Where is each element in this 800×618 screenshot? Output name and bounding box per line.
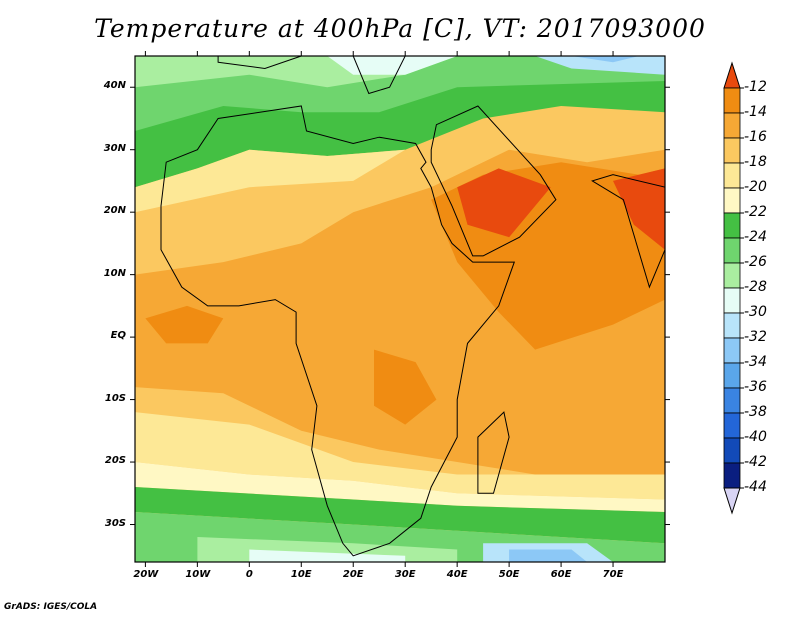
colorbar-label: -30: [744, 304, 767, 320]
colorbar-swatch: [723, 262, 741, 289]
coastline: [160, 105, 516, 557]
field-band: [135, 412, 665, 500]
field-band: [145, 305, 224, 344]
colorbar-swatch: [723, 412, 741, 439]
lat-label: 30S: [104, 517, 126, 529]
colorbar-swatch: [723, 287, 741, 314]
colorbar-label: -36: [744, 379, 767, 395]
lat-label: 20S: [104, 455, 126, 467]
lon-label: 40E: [446, 569, 468, 580]
colorbar-label: -34: [744, 354, 767, 370]
colorbar-label: -16: [744, 129, 767, 145]
field-band: [135, 462, 665, 512]
colorbar-label: -38: [744, 404, 767, 420]
field-band: [509, 549, 588, 562]
lon-label: 30E: [394, 569, 416, 580]
lon-label: 60E: [550, 569, 572, 580]
colorbar-swatch: [723, 112, 741, 139]
colorbar-label: -26: [744, 254, 767, 270]
lat-label: 20N: [103, 205, 126, 217]
colorbar-swatch: [723, 212, 741, 239]
field-band: [374, 349, 437, 425]
field-band: [457, 168, 551, 238]
colorbar-swatch: [723, 462, 741, 489]
temperature-field: [135, 56, 665, 562]
coastlines: [160, 55, 666, 557]
lat-label: 10S: [104, 392, 126, 404]
colorbar-label: -18: [744, 154, 767, 170]
coastline: [477, 411, 510, 494]
lon-label: 0: [245, 569, 253, 580]
colorbar-label: -28: [744, 279, 767, 295]
field-band: [535, 56, 665, 75]
colorbar-swatch: [723, 312, 741, 339]
axis-ticks: [130, 51, 670, 567]
colorbar-label: -32: [744, 329, 767, 345]
lon-label: 70E: [602, 569, 624, 580]
colorbar-arrow-top: [723, 61, 741, 89]
lat-label: 30N: [103, 142, 126, 154]
colorbar-label: -12: [744, 79, 767, 95]
colorbar-label: -22: [744, 204, 767, 220]
field-band: [135, 487, 665, 544]
lon-label: 50E: [498, 569, 520, 580]
colorbar-swatch: [723, 387, 741, 414]
colorbar-label: -24: [744, 229, 767, 245]
lon-label: 10E: [290, 569, 312, 580]
colorbar-swatch: [723, 237, 741, 264]
colorbar-swatch: [723, 362, 741, 389]
colorbar-swatch: [723, 137, 741, 164]
colorbar-swatch: [723, 337, 741, 364]
colorbar-label: -20: [744, 179, 767, 195]
colorbar-label: -40: [744, 429, 767, 445]
lat-label: 40N: [103, 80, 126, 92]
map-title: Temperature at 400hPa [C], VT: 201709300…: [94, 14, 706, 43]
colorbar-arrow-bottom: [723, 487, 741, 515]
colorbar-swatch: [723, 187, 741, 214]
colorbar-label: -14: [744, 104, 767, 120]
field-band: [327, 56, 458, 75]
colorbar-swatch: [723, 162, 741, 189]
coastline: [430, 105, 557, 257]
field-band: [249, 549, 406, 562]
colorbar-swatch: [723, 87, 741, 114]
lon-label: 20E: [342, 569, 364, 580]
lat-label: EQ: [110, 330, 126, 342]
colorbar-swatch: [723, 437, 741, 464]
lat-label: 10N: [103, 267, 126, 279]
field-band: [571, 56, 639, 63]
field-band: [613, 168, 665, 250]
field-band: [135, 149, 406, 213]
map-frame: [134, 55, 666, 563]
lon-label: 20W: [133, 569, 159, 580]
colorbar: [723, 61, 744, 515]
colorbar-label: -42: [744, 454, 767, 470]
credit-text: GrADS: IGES/COLA: [4, 602, 98, 612]
colorbar-label: -44: [744, 479, 767, 495]
lon-label: 10W: [185, 569, 211, 580]
